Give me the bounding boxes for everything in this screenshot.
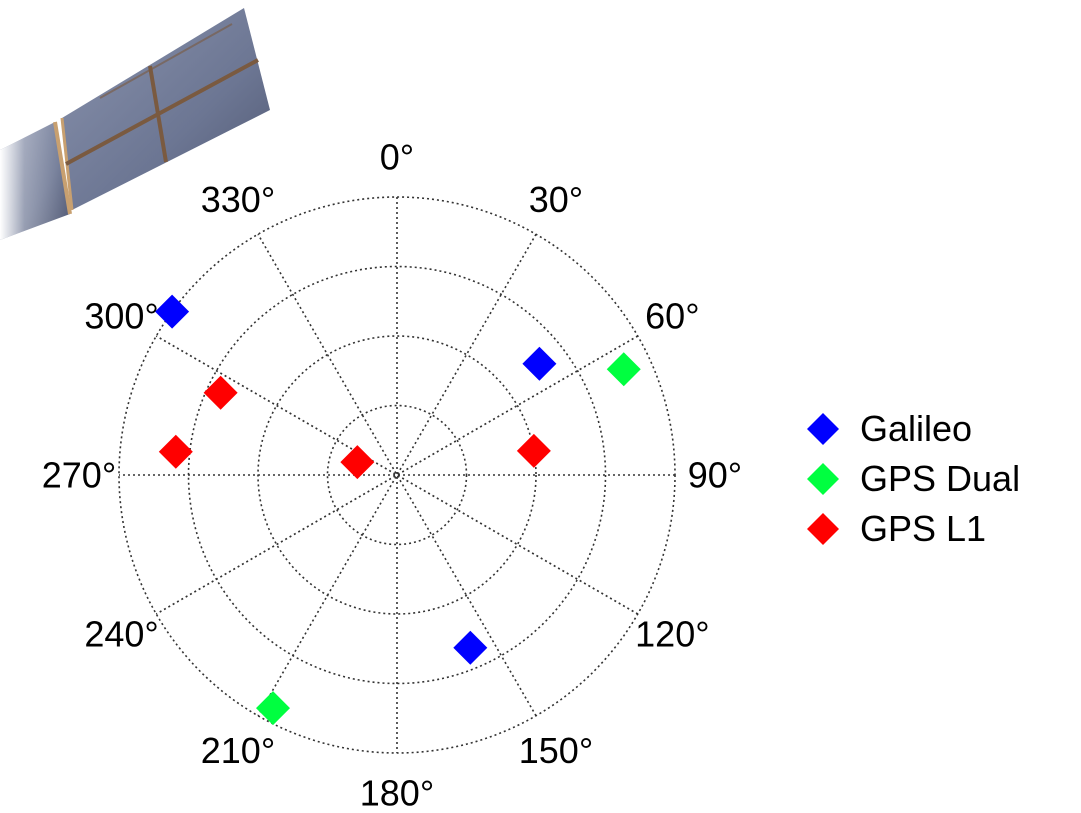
legend-item-galileo: Galileo — [806, 404, 1020, 454]
marker-gps-l1-3 — [517, 434, 551, 468]
angle-tick-label-9: 270° — [42, 455, 116, 496]
angle-tick-label-5: 150° — [519, 730, 593, 771]
polar-grid — [119, 197, 675, 753]
legend-marker-galileo — [806, 412, 840, 446]
legend: Galileo GPS Dual GPS L1 — [806, 404, 1020, 554]
angle-tick-label-10: 300° — [84, 296, 158, 337]
angle-tick-label-6: 180° — [360, 773, 434, 813]
angle-tick-label-1: 30° — [529, 179, 583, 220]
marker-galileo-0 — [155, 295, 189, 329]
angle-tick-label-7: 210° — [201, 730, 275, 771]
legend-label-gps-l1: GPS L1 — [860, 508, 986, 550]
angle-tick-label-0: 0° — [380, 137, 414, 178]
data-markers — [155, 295, 641, 726]
legend-label-gps-dual: GPS Dual — [860, 458, 1020, 500]
legend-item-gps-dual: GPS Dual — [806, 454, 1020, 504]
angle-tick-labels: 0° 30° 60° 90° 120° 150° 180° 210° 240° 270° 300° 3… — [42, 137, 742, 813]
marker-gps-dual-0 — [607, 352, 641, 386]
angle-tick-label-2: 60° — [645, 296, 699, 337]
grid-ring-3 — [189, 267, 606, 684]
marker-galileo-2 — [453, 631, 487, 665]
marker-galileo-1 — [522, 347, 556, 381]
angle-tick-label-4: 120° — [635, 614, 709, 655]
legend-marker-gps-dual — [806, 462, 840, 496]
marker-gps-l1-0 — [204, 376, 238, 410]
marker-gps-dual-1 — [256, 691, 290, 725]
angle-tick-label-8: 240° — [84, 614, 158, 655]
marker-gps-l1-1 — [159, 435, 193, 469]
angle-tick-label-3: 90° — [688, 455, 742, 496]
angle-tick-label-11: 330° — [201, 179, 275, 220]
legend-item-gps-l1: GPS L1 — [806, 504, 1020, 554]
marker-gps-l1-2 — [340, 445, 374, 479]
legend-marker-gps-l1 — [806, 512, 840, 546]
legend-label-galileo: Galileo — [860, 408, 972, 450]
grid-ring-4 — [119, 197, 675, 753]
